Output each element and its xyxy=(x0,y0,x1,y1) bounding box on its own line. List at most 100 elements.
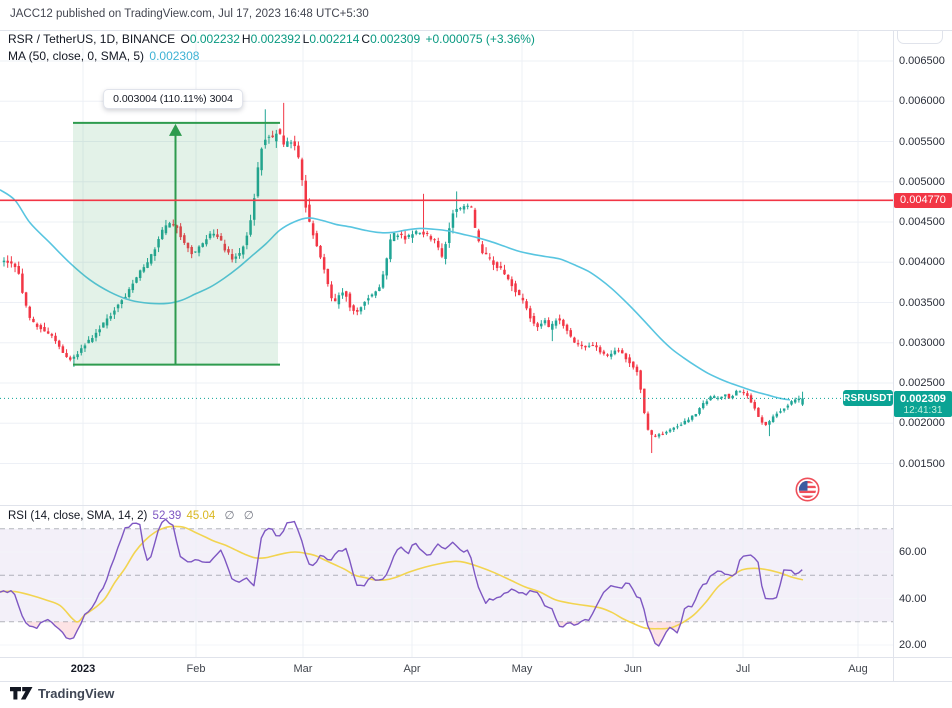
candle-body xyxy=(275,133,278,142)
candle-body xyxy=(39,325,43,330)
time-axis-label[interactable]: Apr xyxy=(403,663,421,675)
time-axis-label[interactable]: 2023 xyxy=(70,663,96,675)
candle-body xyxy=(72,356,76,359)
candle-body xyxy=(488,257,492,259)
time-axis-label[interactable]: Jul xyxy=(735,663,751,675)
candle-body xyxy=(499,266,503,268)
time-axis-label[interactable]: Mar xyxy=(293,663,313,675)
candle-body xyxy=(790,401,793,405)
candle-body xyxy=(779,411,782,413)
tradingview-logo[interactable]: TradingView xyxy=(10,686,114,701)
candle-body xyxy=(179,226,182,238)
ohlc-values: O0.002232 H0.002392 L0.002214 C0.002309 xyxy=(179,32,421,46)
candle-body xyxy=(720,396,723,399)
candle-body xyxy=(477,230,480,242)
candle-body xyxy=(102,322,105,328)
price-axis-label[interactable]: 0.003000 xyxy=(899,336,945,349)
time-axis-label[interactable]: Jun xyxy=(624,663,642,675)
price-axis-label[interactable]: 0.006000 xyxy=(899,95,945,108)
candle-body xyxy=(330,284,333,299)
price-axis-label[interactable]: 0.002000 xyxy=(899,417,945,430)
candle-body xyxy=(551,323,554,330)
candle-body xyxy=(172,224,175,226)
candle-body xyxy=(219,235,223,241)
candle-body xyxy=(282,135,285,145)
candle-body xyxy=(661,433,664,435)
candle-body xyxy=(705,401,709,405)
candle-body xyxy=(363,301,366,306)
candle-body xyxy=(701,403,705,409)
candle-body xyxy=(61,346,65,353)
candle-body xyxy=(190,246,193,255)
candle-body xyxy=(83,345,87,349)
price-axis-label[interactable]: 0.001500 xyxy=(899,457,945,470)
candle-body xyxy=(620,350,624,354)
candle-body xyxy=(245,235,249,246)
price-axis-label[interactable]: 0.005500 xyxy=(899,135,945,148)
candle-body xyxy=(385,258,388,276)
rsi-oversold-fill xyxy=(25,621,41,629)
price-axis-label[interactable]: 0.002500 xyxy=(899,377,945,389)
candle-body xyxy=(444,244,447,259)
candle-body xyxy=(120,300,124,304)
price-axis-label[interactable]: 0.006500 xyxy=(899,55,945,67)
candle-body xyxy=(13,263,17,268)
candle-body xyxy=(466,205,469,207)
candle-body xyxy=(654,435,657,437)
candle-body xyxy=(731,395,734,399)
us-flag-icon[interactable] xyxy=(795,477,820,502)
time-axis-label[interactable]: Aug xyxy=(848,663,868,675)
candle-body xyxy=(164,225,168,234)
symbol-title: RSR / TetherUS, 1D, BINANCE xyxy=(8,32,176,46)
rsi-axis-label[interactable]: 40.00 xyxy=(899,592,927,605)
candle-body xyxy=(643,388,646,413)
candle-body xyxy=(422,231,425,235)
candle-body xyxy=(205,239,208,245)
candle-body xyxy=(68,357,72,360)
published-text: JACC12 published on TradingView.com, Jul… xyxy=(10,8,369,20)
price-axis-label[interactable]: 0.004500 xyxy=(899,216,945,228)
main-chart-pane[interactable] xyxy=(0,30,893,505)
candle-body xyxy=(540,323,543,327)
tradingview-logo-icon xyxy=(10,687,33,700)
candle-body xyxy=(197,246,201,253)
candle-body xyxy=(672,427,676,430)
change-value: +0.000075 (+3.36%) xyxy=(425,32,535,46)
symbol-price-tag: RSRUSDT xyxy=(843,390,893,407)
axis-corner-widget[interactable] xyxy=(897,31,943,44)
candle-body xyxy=(694,414,698,417)
measure-arrow-head xyxy=(169,123,182,136)
candle-body xyxy=(429,236,433,240)
candle-body xyxy=(311,223,315,236)
candle-body xyxy=(183,235,186,243)
candle-body xyxy=(223,243,227,251)
time-axis-border-top xyxy=(0,657,952,658)
rsi-axis-label[interactable]: 20.00 xyxy=(899,639,927,651)
pane-separator[interactable] xyxy=(0,505,952,506)
price-axis-label[interactable]: 0.005000 xyxy=(899,175,945,188)
ohlc-item: C0.002309 xyxy=(361,32,421,46)
rsi-oversold-fill xyxy=(51,621,81,639)
time-axis-label[interactable]: May xyxy=(511,663,533,675)
ohlc-item: O0.002232 xyxy=(180,32,240,46)
time-axis-label[interactable]: Feb xyxy=(186,663,206,675)
candle-body xyxy=(558,318,561,321)
symbol-legend: RSR / TetherUS, 1D, BINANCE O0.002232 H0.… xyxy=(8,32,535,46)
candle-body xyxy=(617,350,620,352)
candle-body xyxy=(319,245,322,258)
candle-body xyxy=(698,408,701,414)
candle-body xyxy=(562,319,565,326)
candle-body xyxy=(359,307,363,312)
candle-body xyxy=(264,139,267,146)
candle-body xyxy=(113,310,116,315)
candle-body xyxy=(57,340,61,347)
candle-body xyxy=(234,256,238,259)
candle-body xyxy=(370,294,374,297)
price-axis-label[interactable]: 0.004000 xyxy=(899,256,945,269)
price-axis-label[interactable]: 0.003500 xyxy=(899,296,945,309)
rsi-axis-label[interactable]: 60.00 xyxy=(899,546,927,558)
candle-body xyxy=(514,283,517,293)
candle-body xyxy=(98,329,101,333)
candle-body xyxy=(602,351,606,354)
rsi-pane[interactable] xyxy=(0,505,893,657)
